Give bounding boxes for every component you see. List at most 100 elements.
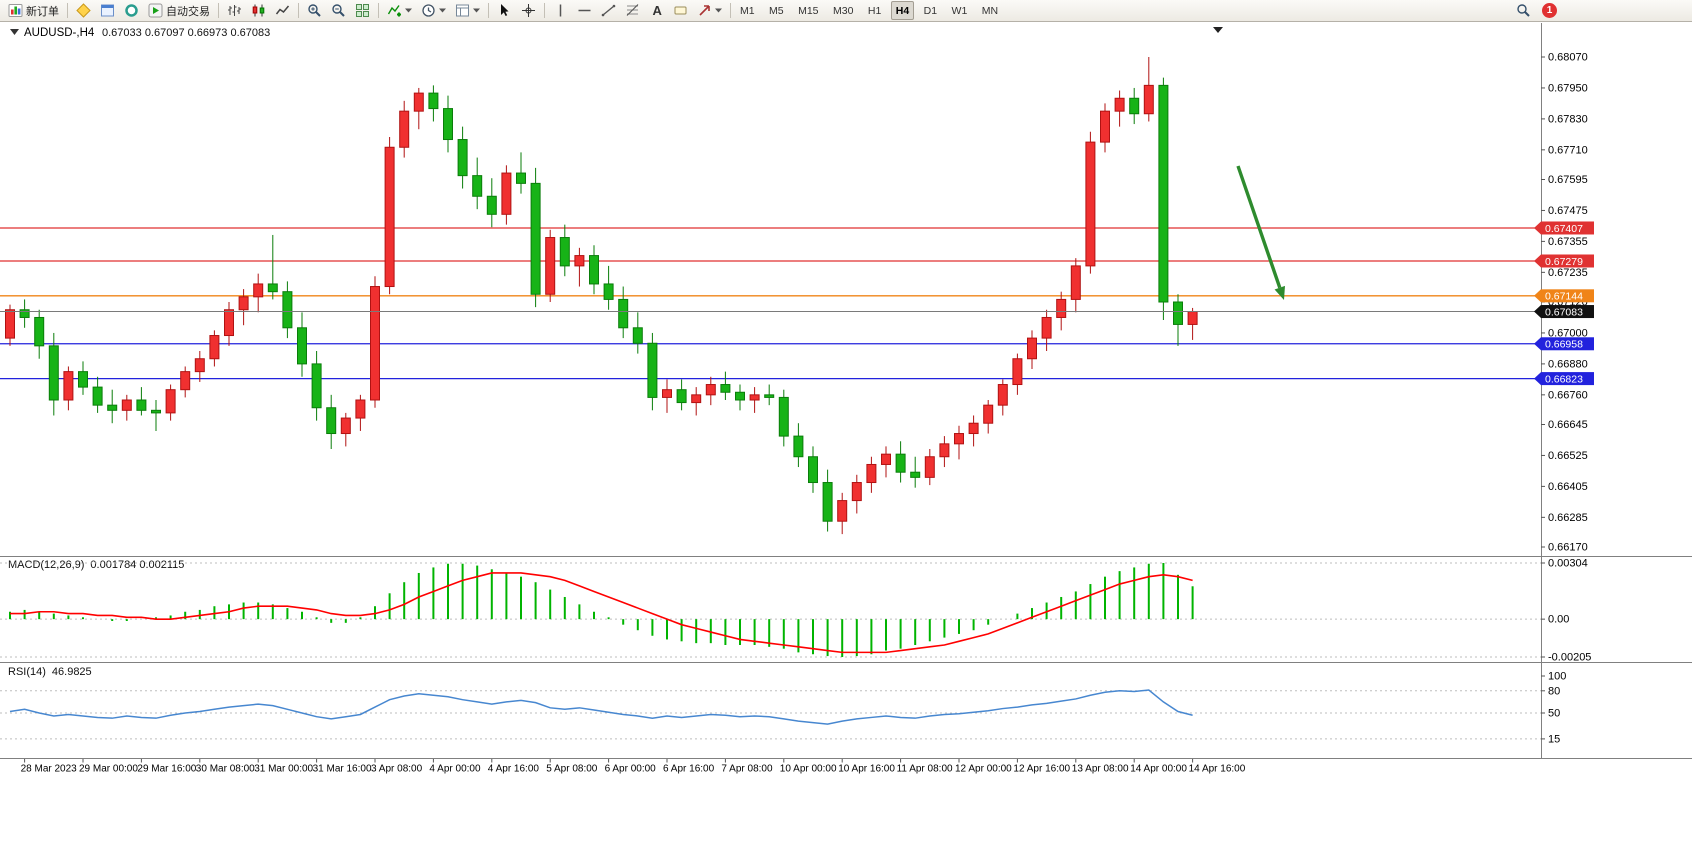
price-level-lines[interactable] [0,227,1541,380]
timeframe-d1-button[interactable]: D1 [919,1,942,20]
text-button[interactable]: A [645,1,668,20]
search-icon [1517,4,1530,17]
market-watch-button[interactable] [96,1,119,20]
candle-body [1100,110,1110,143]
price-badge [1541,289,1594,303]
zoom-out-button[interactable] [327,1,350,20]
timeframe-m15-button[interactable]: M15 [793,1,823,20]
trendline-button[interactable] [597,1,620,20]
timeframe-mn-button[interactable]: MN [977,1,1003,20]
indicators-button[interactable] [383,1,416,20]
macd-tick-label: 0.00 [1548,614,1569,626]
new-order-button[interactable]: 新订单 [4,1,63,20]
time-tick-label: 10 Apr 16:00 [838,764,895,775]
candle-body [822,482,833,522]
strategy-tester-button[interactable] [120,1,143,20]
time-tick-label: 4 Apr 16:00 [488,764,540,775]
templates-button[interactable] [451,1,484,20]
candle-body [413,92,424,112]
new-order-icon [8,4,23,17]
time-tick-label: 29 Mar 00:00 [79,764,138,775]
candle-body [1056,298,1067,318]
time-axis: 28 Mar 2023 29 Mar 00:00 29 Mar 16:00 30 Ma… [21,759,1246,775]
time-tick-label: 29 Mar 16:00 [137,764,196,775]
candle-body [136,399,147,411]
cursor-button[interactable] [493,1,516,20]
macd-tick-label: 0.00304 [1548,558,1588,570]
candle-body [676,389,687,404]
toolbar-separator [378,3,379,18]
timeframe-m30-button[interactable]: M30 [828,1,858,20]
market-watch-icon [101,4,114,17]
candle-body [282,291,293,329]
candle-body [209,335,220,360]
candle-body [968,422,979,435]
chart-canvas[interactable]: AUDUSD-,H4 0.67033 0.67097 0.66973 0.670… [0,22,1692,846]
price-tick-label: 0.67595 [1548,174,1588,186]
metaeditor-icon [76,3,91,18]
fibonacci-button[interactable] [621,1,644,20]
timeframe-h4-button[interactable]: H4 [890,1,915,21]
candle-body [1070,265,1081,300]
candle-body [267,283,278,293]
price-tick-label: 0.67710 [1548,144,1588,156]
candle-body [1041,316,1052,339]
horizontal-line-button[interactable] [573,1,596,20]
arrow-head [1274,285,1285,300]
price-tick-label: 0.67475 [1548,205,1588,217]
notification-badge[interactable]: 1 [1542,3,1557,18]
candle-body [472,175,483,197]
vertical-line-button[interactable] [549,1,572,20]
time-tick-label: 10 Apr 00:00 [780,764,837,775]
time-tick-label: 14 Apr 00:00 [1130,764,1187,775]
price-tick-label: 0.66880 [1548,358,1588,370]
crosshair-button[interactable] [517,1,540,20]
timeframe-h1-button[interactable]: H1 [863,1,886,20]
trendline-icon [601,4,616,17]
time-tick-label: 3 Apr 08:00 [371,764,423,775]
candle-body [297,327,307,365]
tile-windows-button[interactable] [351,1,374,20]
line-chart-button[interactable] [271,1,294,20]
toolbar-separator [67,3,68,18]
trend-arrow-annotation[interactable] [1236,165,1285,300]
timeframe-m1-button[interactable]: M1 [735,1,760,20]
candlestick-chart-button[interactable] [247,1,270,20]
toolbar-separator [298,3,299,18]
periods-button[interactable] [417,1,450,20]
time-tick-label: 4 Apr 00:00 [429,764,481,775]
rsi-tick-label: 80 [1548,685,1560,697]
price-tick-label: 0.66405 [1548,481,1588,493]
autotrading-button[interactable]: 自动交易 [144,1,214,20]
candle-body [618,298,629,329]
price-tick-label: 0.67235 [1548,267,1588,279]
time-tick-label: 28 Mar 2023 [21,764,78,775]
candle-body [530,182,541,295]
arrows-button[interactable] [693,1,726,20]
candle-body [559,237,570,267]
candle-body [1143,84,1154,115]
horizontal-line-icon [578,9,591,12]
price-badge-arrow [1534,254,1541,268]
label-button[interactable] [669,1,692,20]
metaeditor-button[interactable] [72,1,95,20]
candle-body [632,327,643,344]
timeframe-m5-button[interactable]: M5 [764,1,789,20]
price-badge [1541,337,1594,351]
time-tick-label: 30 Mar 08:00 [196,764,255,775]
price-badge [1541,372,1594,386]
time-tick-label: 5 Apr 08:00 [546,764,598,775]
symbol-dropdown-marker[interactable] [10,29,19,35]
bar-chart-button[interactable] [223,1,246,20]
chart-shift-marker[interactable] [1213,27,1223,33]
candle-body [778,396,789,437]
candle-body [939,443,950,458]
search-button[interactable] [1512,1,1535,20]
crosshair-icon [522,4,535,17]
timeframe-w1-button[interactable]: W1 [947,1,973,20]
zoom-in-button[interactable] [303,1,326,20]
autotrading-label: 自动交易 [166,5,210,18]
candle-body [151,409,161,414]
time-tick-label: 7 Apr 08:00 [721,764,773,775]
price-badge-label: 0.66958 [1545,339,1583,351]
